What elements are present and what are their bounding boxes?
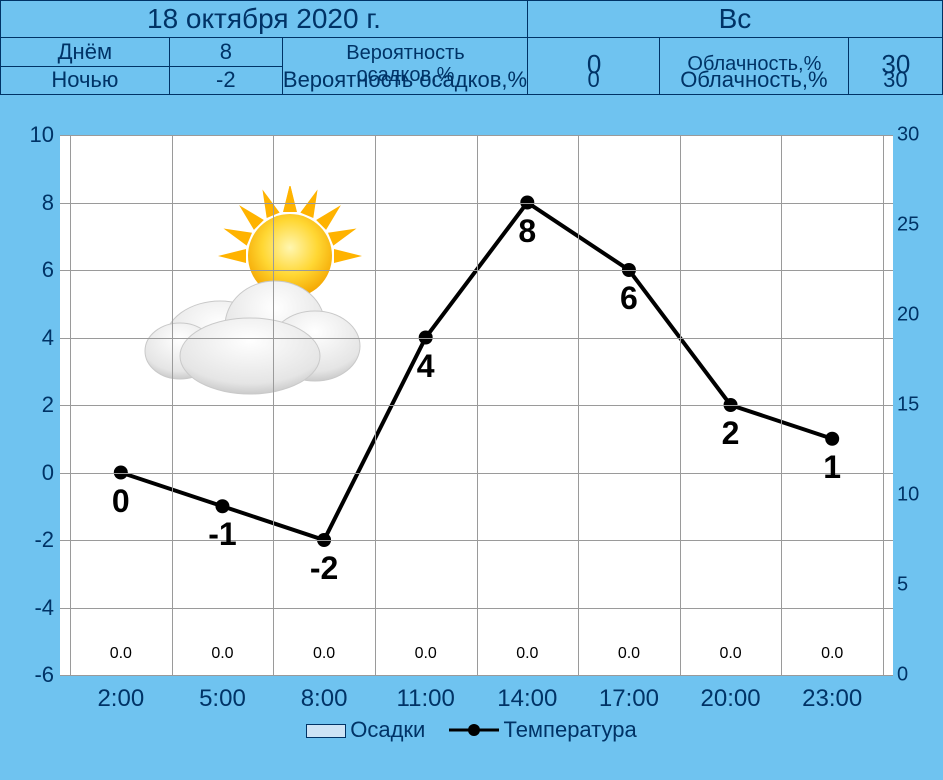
night-temp: -2 [170,66,283,95]
y-left-tick: 8 [20,190,54,216]
cloud-value-top [849,38,943,67]
dow-cell: Вс [528,1,942,37]
date-cell: 18 октября 2020 г. [1,1,528,37]
y-left-tick: -6 [20,662,54,688]
x-tick: 17:00 [599,685,659,713]
x-tick: 11:00 [397,685,455,713]
precip-label-top [283,38,528,67]
y-right-tick: 0 [897,664,931,687]
precip-value-top [528,38,660,67]
x-tick: 2:00 [97,685,144,713]
precip-bar-label: 0.0 [719,645,741,663]
y-right-tick: 10 [897,484,931,507]
precip-bar-label: 0.0 [110,645,132,663]
precip-bar-label: 0.0 [211,645,233,663]
precip-bar-label: 0.0 [618,645,640,663]
day-label: Днём [0,38,170,67]
legend-temp-swatch [449,718,499,744]
night-label: Ночью [0,66,170,95]
precip-bar-label: 0.0 [415,645,437,663]
legend-precip-swatch [306,724,346,738]
summary-row-day: Днём 8 [0,38,943,67]
weather-chart: -6-4-202468100510152025302:005:008:0011:… [60,135,893,675]
temp-point-label: 6 [620,280,638,317]
legend-precip-label: Осадки [350,717,425,742]
precip-bar-label: 0.0 [516,645,538,663]
temp-point-label: 8 [518,213,536,250]
x-tick: 14:00 [497,685,557,713]
temp-point-label: -2 [310,550,338,587]
y-left-tick: 6 [20,257,54,283]
y-left-tick: 0 [20,460,54,486]
cloud-label-top [660,38,849,67]
x-tick: 8:00 [301,685,348,713]
header-row-1: 18 октября 2020 г. Вс [0,0,943,38]
temp-point-label: 4 [417,348,435,385]
temp-point-label: 0 [112,483,130,520]
precip-label: Вероятность осадков,% [283,66,528,95]
x-tick: 20:00 [701,685,761,713]
chart-legend: Осадки Температура [0,717,943,744]
precip-bar-label: 0.0 [313,645,335,663]
y-left-tick: -2 [20,527,54,553]
y-left-tick: 10 [20,122,54,148]
cloud-value: 30 [849,66,943,95]
cloud-label: Облачность,% [660,66,849,95]
y-right-tick: 30 [897,124,931,147]
temp-point-label: 1 [823,449,841,486]
legend-temp-label: Температура [503,717,636,742]
summary-row-night: Ночью -2 Вероятность осадков,% 0 Облачно… [0,66,943,95]
x-tick: 5:00 [199,685,246,713]
y-right-tick: 20 [897,304,931,327]
summary-table: Днём 8 Ночью -2 Вероятность осадков,% 0 … [0,38,943,95]
y-left-tick: 4 [20,325,54,351]
precip-bar-label: 0.0 [821,645,843,663]
y-left-tick: -4 [20,595,54,621]
y-right-tick: 25 [897,214,931,237]
x-tick: 23:00 [802,685,862,713]
y-right-tick: 5 [897,574,931,597]
precip-value: 0 [528,66,660,95]
y-left-tick: 2 [20,392,54,418]
day-temp: 8 [170,38,283,67]
temp-point-label: -1 [208,516,236,553]
y-right-tick: 15 [897,394,931,417]
temp-point-label: 2 [722,415,740,452]
